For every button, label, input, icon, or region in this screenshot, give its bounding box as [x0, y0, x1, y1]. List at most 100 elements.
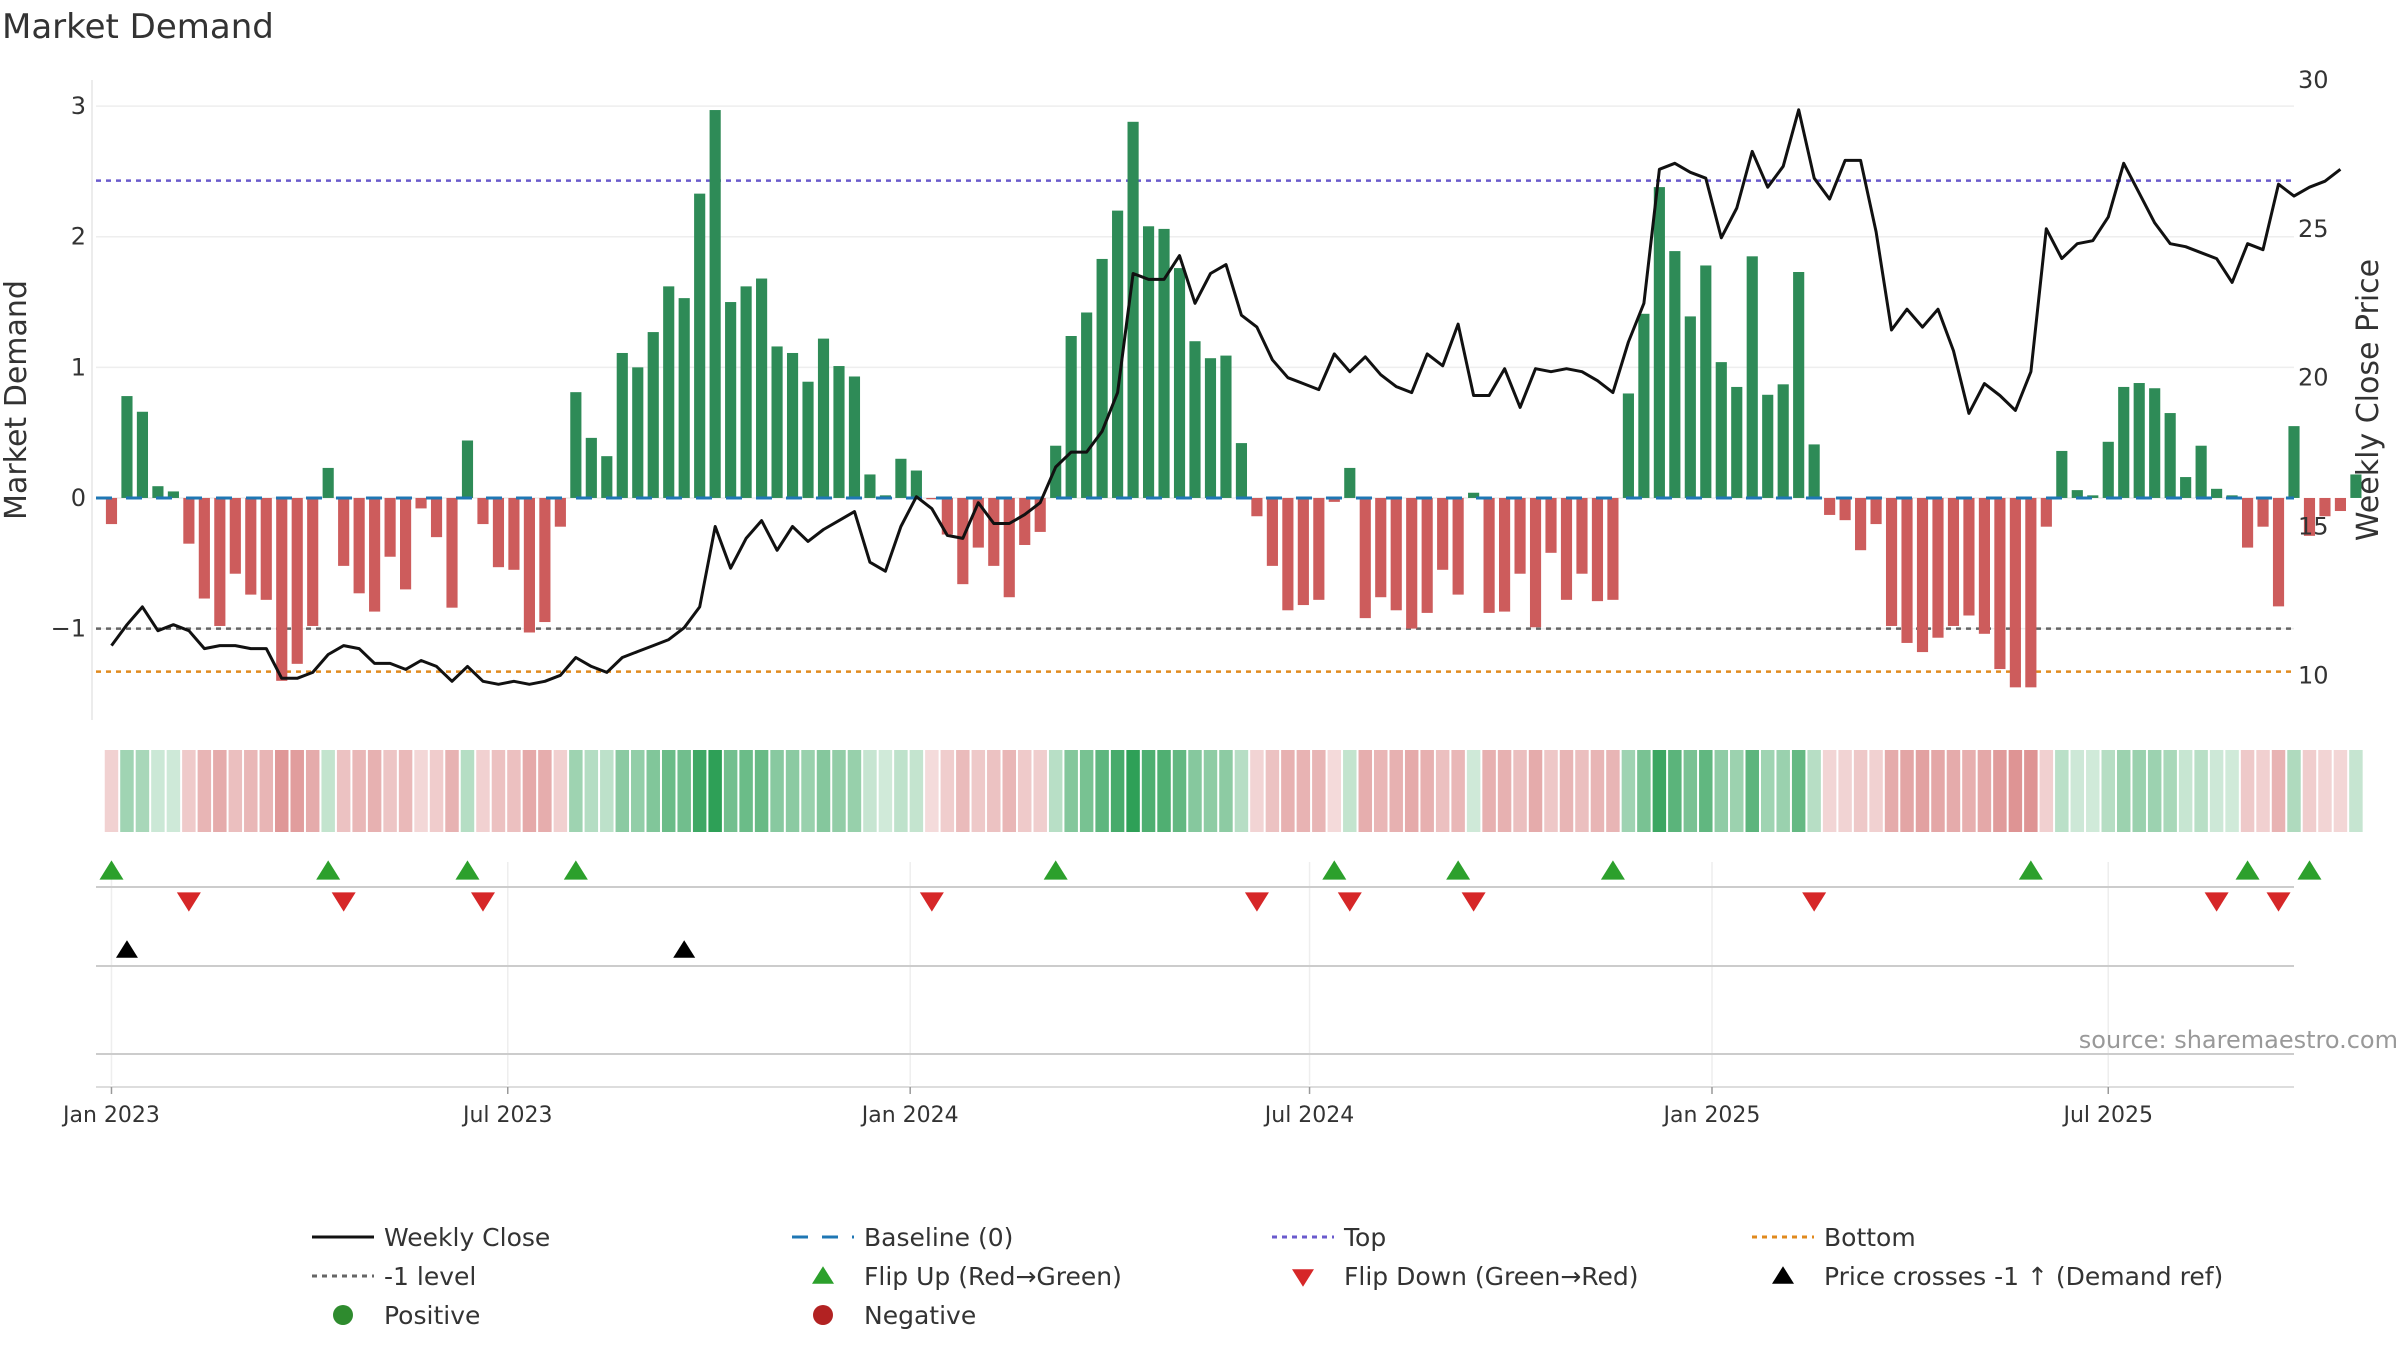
heat-cell [1172, 750, 1187, 832]
heat-cell [1513, 750, 1527, 832]
demand-bar [1514, 497, 1526, 574]
demand-bar [353, 497, 365, 594]
demand-bar [2303, 497, 2316, 536]
demand-bar [740, 286, 752, 498]
legend-swatch [333, 1305, 353, 1325]
heat-cell [1048, 750, 1063, 832]
demand-bar [1824, 497, 1836, 515]
demand-bar [786, 352, 799, 498]
demand-bar [2241, 497, 2254, 548]
y-tick-label: 0 [71, 484, 86, 512]
heat-cell [847, 750, 862, 832]
heat-cell [1033, 750, 1047, 832]
heat-cell [476, 750, 490, 832]
heat-cell [1002, 750, 1016, 832]
heat-cell [2318, 750, 2332, 832]
demand-bar [1638, 313, 1650, 498]
y-tick-label: 1 [71, 353, 86, 381]
demand-bar [1452, 497, 1464, 595]
heat-cell [2163, 750, 2177, 832]
heat-cell [677, 750, 691, 832]
demand-bar [2211, 488, 2223, 498]
demand-bar [1065, 336, 1077, 498]
demand-bar [461, 440, 474, 498]
heat-cell [1776, 750, 1790, 832]
heat-cell [1482, 750, 1496, 832]
legend-label: Bottom [1824, 1223, 1916, 1252]
demand-bar [2009, 497, 2021, 688]
demand-bar [477, 497, 489, 525]
heat-cell [863, 750, 877, 832]
demand-bar [1173, 268, 1186, 498]
demand-bar [632, 367, 644, 498]
heat-cell [259, 750, 274, 832]
heat-cell [1017, 750, 1032, 832]
heat-cell [832, 750, 846, 832]
legend-label: Negative [864, 1301, 976, 1330]
heat-cell [383, 750, 397, 832]
heat-cell [305, 750, 320, 832]
demand-bar [1777, 384, 1789, 498]
demand-bar [601, 456, 613, 498]
heat-cell [971, 750, 986, 832]
demand-bar [756, 278, 768, 498]
heat-cell [1404, 750, 1419, 832]
flip-down-marker [2266, 892, 2291, 912]
demand-bar [864, 474, 876, 498]
demand-bar [1885, 497, 1898, 626]
demand-bar [307, 497, 319, 626]
heat-cell [1544, 750, 1558, 832]
demand-bar [1050, 445, 1062, 498]
flip-up-marker [1446, 860, 1471, 880]
flip-down-marker [1337, 892, 1362, 912]
demand-heat-strip [104, 750, 2363, 832]
demand-bar [2319, 497, 2331, 517]
heat-cell [770, 750, 784, 832]
demand-bar [570, 392, 582, 498]
legend-swatch [1772, 1266, 1794, 1284]
legend-swatch [1292, 1269, 1314, 1287]
legend-label: Weekly Close [384, 1223, 550, 1252]
demand-bar [2272, 497, 2285, 607]
demand-bar [2071, 490, 2083, 498]
demand-bar [585, 437, 597, 498]
heat-cell [336, 750, 351, 832]
heat-cell [600, 750, 614, 832]
flip-up-marker [563, 860, 588, 880]
demand-bar [709, 110, 721, 498]
heat-cell [1265, 750, 1280, 832]
heat-cell [1095, 750, 1109, 832]
flip-up-marker [99, 860, 124, 880]
demand-bar [1235, 443, 1248, 498]
source-note: source: sharemaestro.com [2079, 1026, 2398, 1054]
heat-cell [553, 750, 568, 832]
heat-cell [2101, 750, 2115, 832]
demand-bar [941, 497, 953, 535]
demand-bar [1081, 312, 1093, 498]
demand-bar [1421, 497, 1433, 613]
heat-cell [166, 750, 181, 832]
heat-cell [940, 750, 955, 832]
heat-cell [2194, 750, 2208, 832]
demand-bar [1916, 497, 1929, 653]
legend-item-minus-one: -1 level [312, 1262, 476, 1291]
legend-swatch [812, 1266, 834, 1284]
heat-cell [228, 750, 243, 832]
demand-bar [400, 497, 412, 590]
heat-cell [1946, 750, 1961, 832]
demand-bar [1870, 497, 1882, 525]
x-tick-label: Jan 2023 [61, 1103, 160, 1128]
flip-down-marker [1802, 892, 1827, 912]
heat-cell [1420, 750, 1434, 832]
heat-cell [275, 750, 289, 832]
demand-bar [910, 470, 922, 498]
demand-bar [678, 298, 690, 498]
heat-cell [785, 750, 800, 832]
x-tick-label: Jan 2025 [1662, 1103, 1761, 1128]
demand-bar [1375, 497, 1387, 598]
heat-cell [2349, 750, 2363, 832]
demand-bar [1855, 497, 1867, 551]
demand-bar [1622, 393, 1634, 498]
legend-label: Top [1343, 1223, 1386, 1252]
heat-cell [894, 750, 908, 832]
